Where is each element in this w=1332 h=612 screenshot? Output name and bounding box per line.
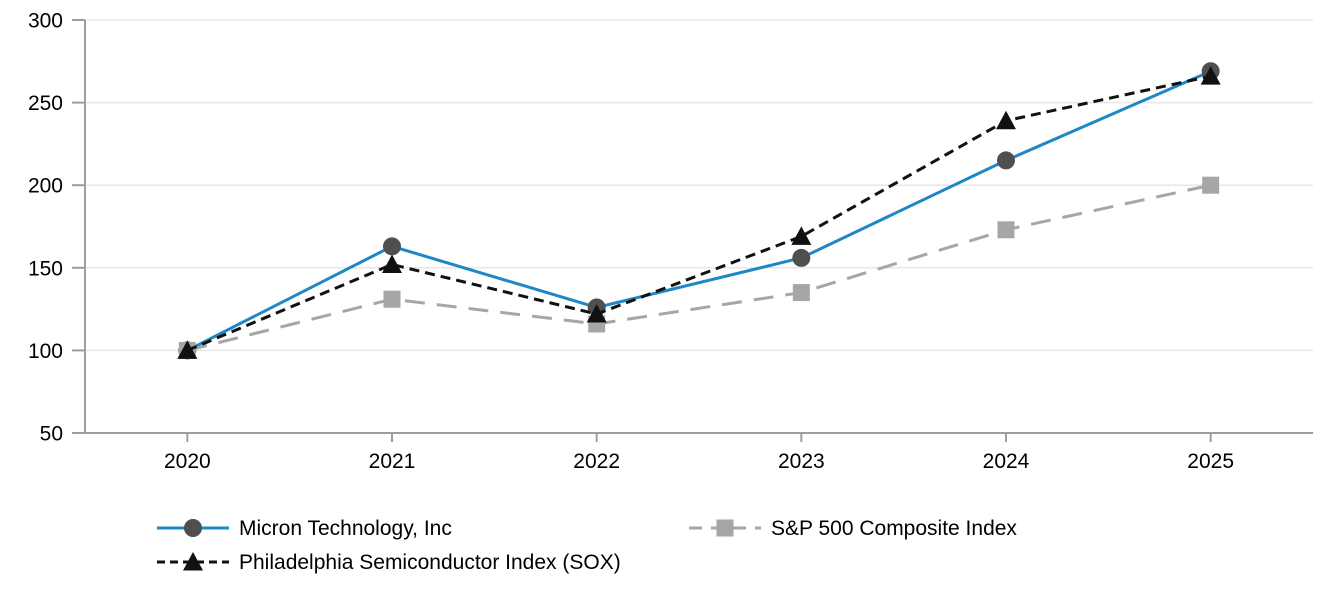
legend-item-micron: Micron Technology, Inc — [157, 514, 689, 542]
data-point-marker — [996, 110, 1016, 130]
x-tick-label: 2020 — [164, 450, 211, 473]
y-tick-label: 250 — [28, 92, 63, 115]
triangle-legend-glyph — [157, 552, 229, 571]
data-point-marker — [382, 254, 402, 273]
x-tick-label: 2023 — [778, 450, 825, 473]
y-tick-label: 300 — [28, 10, 63, 33]
y-tick-label: 200 — [28, 175, 63, 198]
series-line — [186, 69, 1212, 352]
y-tick-label: 100 — [28, 340, 63, 363]
x-tick-label: 2022 — [573, 450, 620, 473]
data-point-marker — [792, 284, 810, 302]
legend-label-sp500: S&P 500 Composite Index — [771, 516, 1017, 540]
micron-line-swatch — [157, 515, 229, 541]
data-point-marker — [1200, 66, 1221, 85]
chart-legend: Micron Technology, Inc S&P 500 Composite… — [157, 514, 1017, 576]
legend-label-micron: Micron Technology, Inc — [239, 516, 452, 540]
legend-marker-sample — [183, 552, 203, 571]
x-tick-label: 2025 — [1187, 450, 1234, 473]
data-point-marker — [997, 151, 1015, 170]
data-point-marker — [383, 237, 401, 256]
data-point-marker — [1202, 176, 1220, 194]
legend-marker-sample — [184, 519, 202, 537]
circle-legend-glyph — [157, 519, 229, 537]
data-point-marker — [177, 340, 198, 359]
legend-marker-sample — [716, 519, 734, 537]
data-point-marker — [586, 304, 607, 323]
data-point-marker — [997, 221, 1015, 239]
data-point-marker — [792, 248, 811, 267]
legend-item-sox: Philadelphia Semiconductor Index (SOX) — [157, 548, 689, 576]
x-tick-label: 2024 — [983, 450, 1030, 473]
sox-line-swatch — [157, 549, 229, 575]
y-tick-label: 150 — [28, 257, 63, 280]
data-point-marker — [791, 226, 812, 245]
square-legend-glyph — [689, 519, 761, 537]
x-tick-label: 2021 — [369, 450, 416, 473]
plot-area: 50 100 150 200 250 300 2020 2021 2022 2023 2024 202… — [28, 10, 1313, 473]
data-point-marker — [383, 290, 401, 308]
legend-label-sox: Philadelphia Semiconductor Index (SOX) — [239, 550, 621, 574]
series-triangle — [177, 66, 1221, 359]
series-line — [186, 183, 1211, 352]
sp500-line-swatch — [689, 515, 761, 541]
y-tick-label: 50 — [40, 423, 63, 446]
legend-item-sp500: S&P 500 Composite Index — [689, 514, 1017, 542]
series-line — [186, 74, 1211, 352]
